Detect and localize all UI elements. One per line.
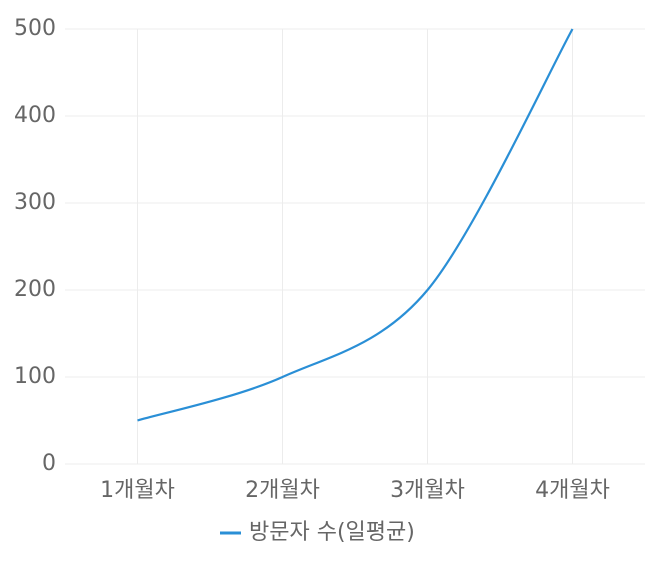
y-tick-label: 300	[14, 190, 56, 215]
y-tick-label: 0	[42, 451, 56, 476]
x-tick-label: 2개월차	[245, 478, 320, 503]
x-tick-label: 4개월차	[535, 478, 610, 503]
y-tick-label: 400	[14, 103, 56, 128]
x-tick-label: 1개월차	[100, 478, 175, 503]
y-tick-label: 500	[14, 16, 56, 41]
legend-label: 방문자 수(일평균)	[249, 520, 415, 545]
line	[137, 28, 574, 422]
y-tick-label: 200	[14, 277, 56, 302]
y-tick-label: 100	[14, 364, 56, 389]
x-tick-label: 3개월차	[390, 478, 465, 503]
